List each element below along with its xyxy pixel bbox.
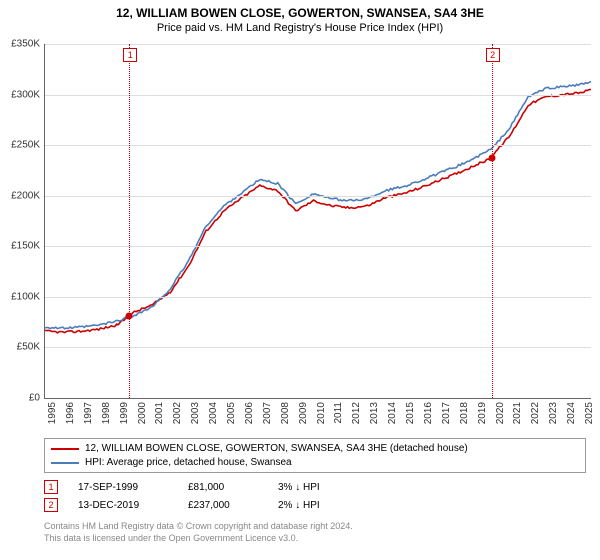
info-row: 2 13-DEC-2019 £237,000 2% ↓ HPI [44, 496, 586, 514]
sale-vline [492, 44, 493, 398]
x-tick-label: 2009 [298, 402, 309, 432]
chart-subtitle: Price paid vs. HM Land Registry's House … [0, 20, 600, 34]
x-tick-label: 2007 [262, 402, 273, 432]
chart-container: 12, WILLIAM BOWEN CLOSE, GOWERTON, SWANS… [0, 0, 600, 560]
x-tick-label: 2023 [548, 402, 559, 432]
y-tick-label: £0 [0, 393, 40, 404]
gridline-h [45, 95, 591, 96]
x-tick-label: 2003 [190, 402, 201, 432]
x-tick-label: 1998 [101, 402, 112, 432]
sale-info-rows: 1 17-SEP-1999 £81,000 3% ↓ HPI 2 13-DEC-2019 £… [44, 478, 586, 514]
x-tick-label: 2013 [369, 402, 380, 432]
y-tick-label: £350K [0, 39, 40, 50]
x-tick-label: 1995 [47, 402, 58, 432]
x-tick-label: 2019 [477, 402, 488, 432]
x-tick-label: 2015 [405, 402, 416, 432]
x-tick-label: 2018 [459, 402, 470, 432]
chart-title: 12, WILLIAM BOWEN CLOSE, GOWERTON, SWANS… [0, 0, 600, 20]
x-tick-label: 2011 [333, 402, 344, 432]
legend-item: 12, WILLIAM BOWEN CLOSE, GOWERTON, SWANS… [51, 442, 579, 456]
gridline-h [45, 196, 591, 197]
info-date: 17-SEP-1999 [78, 482, 168, 493]
x-tick-label: 2022 [530, 402, 541, 432]
info-pct: 2% ↓ HPI [278, 500, 368, 511]
gridline-h [45, 297, 591, 298]
chart-svg [45, 44, 591, 398]
legend-label: 12, WILLIAM BOWEN CLOSE, GOWERTON, SWANS… [85, 442, 468, 456]
y-tick-label: £300K [0, 89, 40, 100]
footer-line-2: This data is licensed under the Open Gov… [44, 532, 353, 544]
gridline-h [45, 145, 591, 146]
x-tick-label: 2005 [226, 402, 237, 432]
footer-text: Contains HM Land Registry data © Crown c… [44, 520, 353, 544]
info-marker: 1 [44, 480, 58, 494]
sale-marker-box: 1 [123, 48, 137, 62]
x-tick-label: 2004 [208, 402, 219, 432]
x-tick-label: 2021 [512, 402, 523, 432]
x-tick-label: 2008 [280, 402, 291, 432]
x-tick-label: 2024 [566, 402, 577, 432]
info-price: £237,000 [188, 500, 258, 511]
y-tick-label: £250K [0, 140, 40, 151]
legend-swatch [51, 462, 79, 464]
sale-marker-box: 2 [486, 48, 500, 62]
series-hpi [45, 81, 591, 328]
legend-label: HPI: Average price, detached house, Swan… [85, 456, 292, 470]
x-tick-label: 1997 [83, 402, 94, 432]
x-tick-label: 2016 [423, 402, 434, 432]
x-tick-label: 2020 [495, 402, 506, 432]
x-tick-label: 2000 [137, 402, 148, 432]
x-tick-label: 1999 [119, 402, 130, 432]
legend-swatch [51, 448, 79, 450]
y-tick-label: £100K [0, 291, 40, 302]
gridline-h [45, 246, 591, 247]
x-tick-label: 2010 [316, 402, 327, 432]
x-tick-label: 1996 [65, 402, 76, 432]
x-tick-label: 2001 [154, 402, 165, 432]
x-tick-label: 2002 [172, 402, 183, 432]
sale-vline [129, 44, 130, 398]
gridline-h [45, 44, 591, 45]
y-tick-label: £150K [0, 241, 40, 252]
info-price: £81,000 [188, 482, 258, 493]
y-tick-label: £200K [0, 190, 40, 201]
info-row: 1 17-SEP-1999 £81,000 3% ↓ HPI [44, 478, 586, 496]
gridline-h [45, 347, 591, 348]
x-tick-label: 2017 [441, 402, 452, 432]
sale-dot [126, 313, 133, 320]
plot-area: 12 [44, 44, 591, 399]
x-tick-label: 2006 [244, 402, 255, 432]
sale-dot [488, 155, 495, 162]
legend: 12, WILLIAM BOWEN CLOSE, GOWERTON, SWANS… [44, 438, 586, 473]
info-pct: 3% ↓ HPI [278, 482, 368, 493]
footer-line-1: Contains HM Land Registry data © Crown c… [44, 520, 353, 532]
x-tick-label: 2025 [584, 402, 595, 432]
x-tick-label: 2014 [387, 402, 398, 432]
y-tick-label: £50K [0, 342, 40, 353]
x-tick-label: 2012 [351, 402, 362, 432]
legend-item: HPI: Average price, detached house, Swan… [51, 456, 579, 470]
info-date: 13-DEC-2019 [78, 500, 168, 511]
info-marker: 2 [44, 498, 58, 512]
